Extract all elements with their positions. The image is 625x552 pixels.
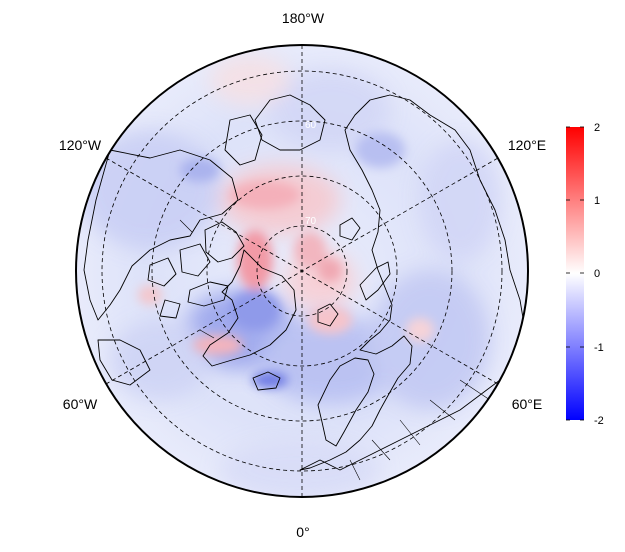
colorbar: 2 1 0 -1 -2 — [566, 122, 604, 427]
lon-label-120w: 120°W — [59, 137, 102, 153]
map-boundary — [75, 44, 529, 498]
lon-label-180w: 180°W — [282, 10, 325, 26]
colorbar-tick-0: 0 — [594, 268, 600, 280]
colorbar-tick-2: 2 — [594, 122, 600, 134]
colorbar-tick-neg1: -1 — [594, 342, 604, 354]
colorbar-gradient — [566, 127, 584, 420]
lat-label-70: 70 — [305, 216, 317, 227]
lon-label-120e: 120°E — [508, 137, 546, 153]
lon-label-60e: 60°E — [512, 396, 543, 412]
graticule — [101, 45, 503, 497]
lon-label-0: 0° — [296, 524, 309, 540]
colorbar-tick-neg2: -2 — [594, 415, 604, 427]
colorbar-tick-1: 1 — [594, 195, 600, 207]
anomaly-field — [76, 45, 528, 497]
lon-label-60w: 60°W — [63, 396, 98, 412]
lat-label-60: 60 — [305, 120, 317, 131]
